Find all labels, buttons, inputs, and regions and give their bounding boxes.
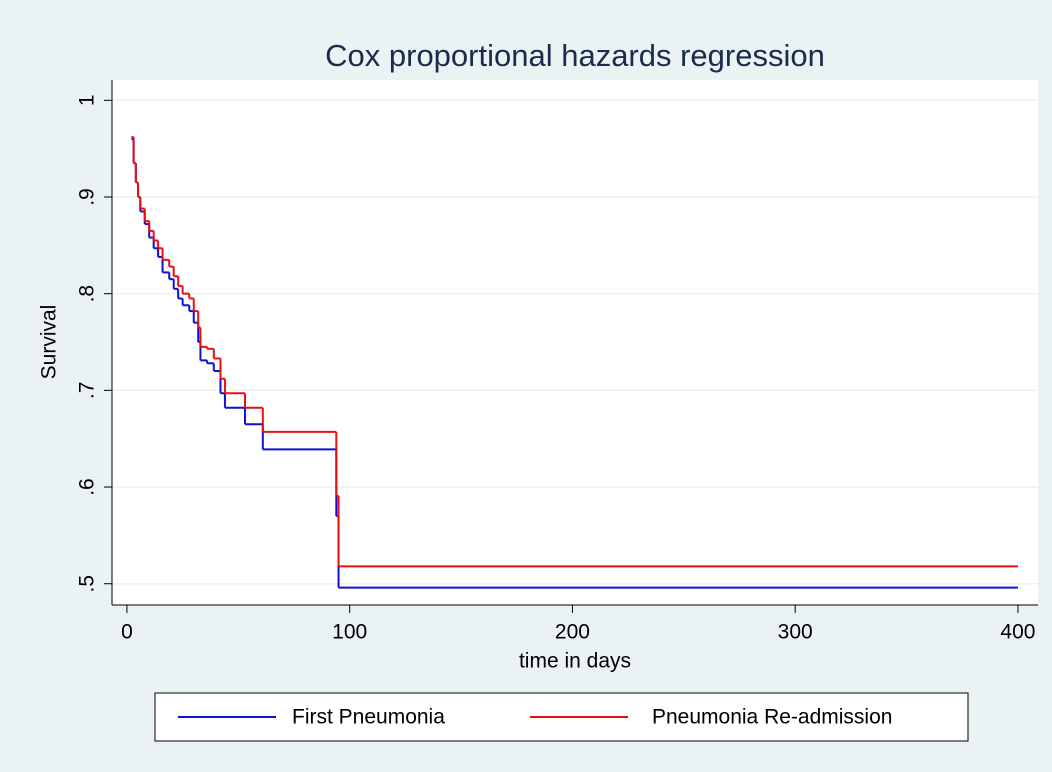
y-tick-label: .8 bbox=[76, 285, 99, 303]
legend-label: First Pneumonia bbox=[292, 706, 445, 729]
plot-area bbox=[112, 80, 1038, 605]
y-tick-label: .9 bbox=[76, 188, 99, 206]
x-axis-label: time in days bbox=[519, 650, 631, 673]
chart-title: Cox proportional hazards regression bbox=[325, 38, 825, 73]
x-tick-label: 100 bbox=[332, 621, 367, 644]
y-axis-label: Survival bbox=[38, 305, 61, 380]
x-tick-label: 300 bbox=[778, 621, 813, 644]
legend-label: Pneumonia Re-admission bbox=[652, 706, 892, 729]
x-tick-label: 0 bbox=[121, 621, 133, 644]
y-tick-label: .6 bbox=[76, 478, 99, 496]
y-tick-label: 1 bbox=[76, 94, 99, 106]
y-tick-label: .5 bbox=[76, 575, 99, 593]
y-tick-label: .7 bbox=[76, 382, 99, 400]
x-tick-label: 400 bbox=[1000, 621, 1035, 644]
x-tick-label: 200 bbox=[555, 621, 590, 644]
